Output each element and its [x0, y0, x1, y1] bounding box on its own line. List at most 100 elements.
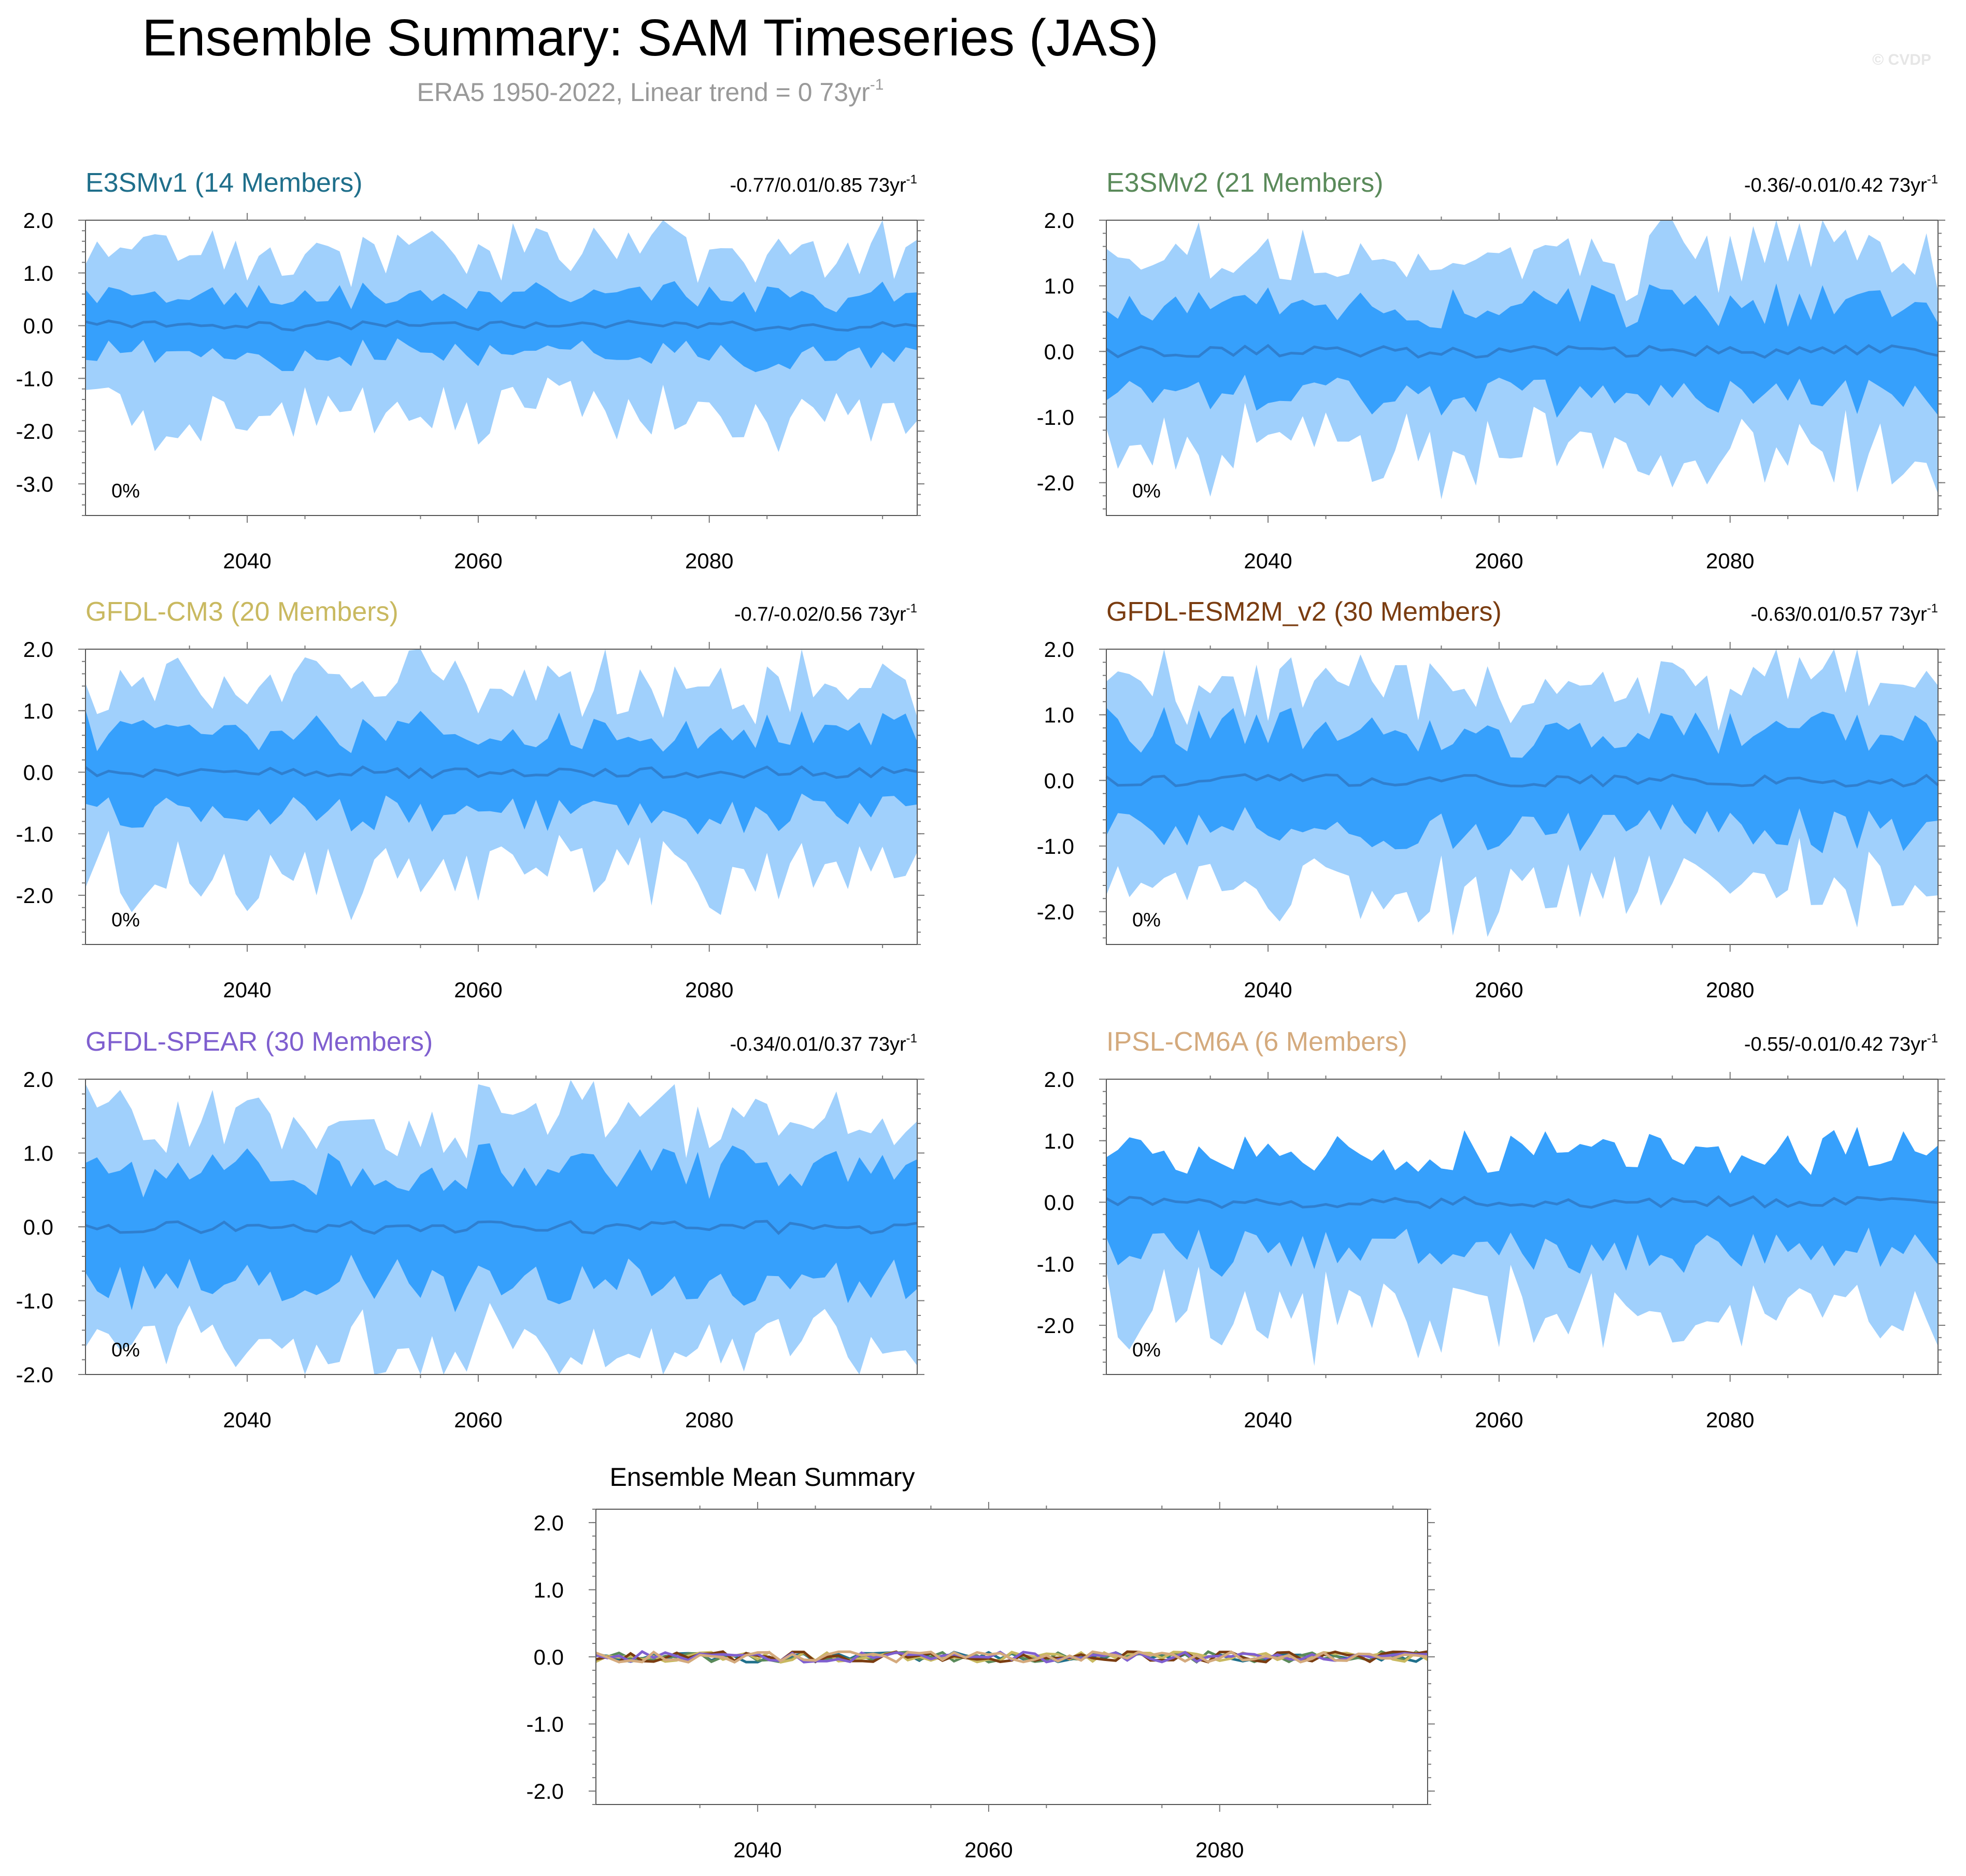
y-tick-label: -1.0	[16, 1289, 53, 1313]
y-tick-label: 0.0	[1044, 768, 1074, 793]
y-tick-label: -1.0	[526, 1712, 564, 1737]
panel-e3smv1: E3SMv1 (14 Members) -0.77/0.01/0.85 73yr-…	[16, 168, 924, 573]
plot-frame	[1106, 649, 1939, 945]
percent-label: 0%	[111, 909, 140, 931]
panel-gfdl-esm2m-v2: GFDL-ESM2M_v2 (30 Members) -0.63/0.01/0.5…	[1037, 597, 1945, 1002]
ensemble-mean-line	[1105, 1195, 1939, 1209]
panel-ipsl-cm6a: IPSL-CM6A (6 Members) -0.55/-0.01/0.42 73…	[1037, 1027, 1945, 1432]
y-tick-label: 0.0	[23, 761, 53, 785]
y-tick-label: 2.0	[1044, 637, 1074, 662]
x-tick-label: 2080	[1706, 1408, 1754, 1432]
x-tick-label: 2080	[1706, 978, 1754, 1002]
y-tick-label: 0.0	[23, 314, 53, 338]
y-tick-label: -3.0	[16, 472, 53, 496]
x-tick-label: 2060	[454, 978, 502, 1002]
inner-spread-band	[1106, 283, 1938, 418]
y-tick-label: 0.0	[23, 1215, 53, 1239]
x-tick-label: 2080	[685, 1408, 733, 1432]
trend-summary: -0.77/0.01/0.85 73yr-1	[730, 173, 917, 196]
y-tick-label: -2.0	[16, 883, 53, 908]
copyright-watermark: © CVDP	[1872, 51, 1931, 68]
y-tick-label: 1.0	[1044, 1129, 1074, 1153]
x-tick-label: 2080	[685, 978, 733, 1002]
ensemble-mean-line	[1105, 773, 1939, 788]
panel-gfdl-cm3: GFDL-CM3 (20 Members) -0.7/-0.02/0.56 73y…	[16, 597, 924, 1002]
y-tick-label: -1.0	[1037, 405, 1074, 429]
x-tick-label: 2080	[1195, 1838, 1244, 1862]
y-tick-label: 1.0	[1044, 274, 1074, 298]
ensemble-mean-line	[84, 765, 918, 780]
inner-spread-band	[86, 709, 917, 835]
ensemble-mean-line	[85, 1220, 918, 1235]
x-tick-label: 2040	[223, 549, 271, 573]
panel-title: IPSL-CM6A (6 Members)	[1106, 1027, 1407, 1057]
figure-title: Ensemble Summary: SAM Timeseries (JAS)	[142, 9, 1159, 67]
inner-spread-band	[86, 281, 917, 373]
percent-label: 0%	[1132, 909, 1161, 931]
y-tick-label: 1.0	[23, 699, 53, 723]
ensemble-mean-line	[1105, 343, 1939, 359]
y-tick-label: 2.0	[534, 1511, 564, 1535]
inner-spread-band	[1106, 1127, 1938, 1277]
percent-label: 0%	[1132, 1339, 1161, 1361]
percent-label: 0%	[111, 480, 140, 502]
series-line	[595, 1650, 1428, 1664]
panel-title: GFDL-ESM2M_v2 (30 Members)	[1106, 597, 1502, 627]
x-tick-label: 2060	[1475, 549, 1523, 573]
panel-title: E3SMv1 (14 Members)	[86, 168, 363, 198]
panel-ensemble-mean-summary: Ensemble Mean Summary 2.0 1.0 0.0 -1.0 -2.0 20…	[526, 1463, 1435, 1862]
y-tick-label: 2.0	[1044, 1067, 1074, 1092]
x-tick-label: 2060	[454, 549, 502, 573]
panel-gfdl-spear: GFDL-SPEAR (30 Members) -0.34/0.01/0.37 7…	[16, 1027, 924, 1432]
ensemble-mean-line	[85, 319, 918, 332]
trend-summary: -0.7/-0.02/0.56 73yr-1	[734, 602, 917, 625]
x-tick-label: 2040	[1244, 1408, 1292, 1432]
y-tick-label: 0.0	[1044, 339, 1074, 364]
y-tick-label: 1.0	[23, 1141, 53, 1166]
x-tick-label: 2040	[733, 1838, 781, 1862]
x-tick-label: 2080	[1706, 549, 1754, 573]
y-tick-label: 2.0	[1044, 208, 1074, 233]
y-tick-label: 0.0	[534, 1645, 564, 1669]
y-tick-label: -1.0	[1037, 834, 1074, 858]
y-tick-label: 2.0	[23, 208, 53, 233]
y-tick-label: 1.0	[534, 1578, 564, 1602]
y-tick-label: 2.0	[23, 637, 53, 662]
x-tick-label: 2040	[223, 978, 271, 1002]
y-tick-label: -2.0	[16, 1363, 53, 1387]
y-tick-label: -1.0	[16, 822, 53, 846]
trend-summary: -0.36/-0.01/0.42 73yr-1	[1744, 173, 1938, 196]
y-tick-label: -2.0	[1037, 471, 1074, 495]
y-tick-label: -2.0	[1037, 1313, 1074, 1338]
y-tick-label: 0.0	[1044, 1191, 1074, 1215]
y-tick-label: 1.0	[1044, 703, 1074, 727]
x-tick-label: 2060	[454, 1408, 502, 1432]
x-tick-label: 2060	[964, 1838, 1013, 1862]
panel-title: Ensemble Mean Summary	[609, 1463, 915, 1492]
inner-spread-band	[1106, 707, 1938, 853]
percent-label: 0%	[111, 1339, 140, 1361]
y-tick-label: 1.0	[23, 261, 53, 285]
y-tick-label: 2.0	[23, 1067, 53, 1092]
x-tick-label: 2040	[1244, 549, 1292, 573]
y-tick-label: -2.0	[16, 419, 53, 443]
trend-summary: -0.34/0.01/0.37 73yr-1	[730, 1032, 917, 1055]
y-tick-label: -1.0	[16, 366, 53, 391]
panel-title: E3SMv2 (21 Members)	[1106, 168, 1384, 198]
plot-frame	[1106, 220, 1939, 516]
inner-spread-band	[86, 1143, 917, 1312]
x-tick-label: 2060	[1475, 1408, 1523, 1432]
x-tick-label: 2040	[223, 1408, 271, 1432]
panel-title: GFDL-SPEAR (30 Members)	[86, 1027, 433, 1057]
x-tick-label: 2080	[685, 549, 733, 573]
x-tick-label: 2060	[1475, 978, 1523, 1002]
percent-label: 0%	[1132, 480, 1161, 502]
trend-summary: -0.55/-0.01/0.42 73yr-1	[1744, 1032, 1938, 1055]
panel-title: GFDL-CM3 (20 Members)	[86, 597, 398, 627]
x-tick-label: 2040	[1244, 978, 1292, 1002]
y-tick-label: -2.0	[1037, 900, 1074, 924]
trend-summary: -0.63/0.01/0.57 73yr-1	[1751, 602, 1938, 625]
figure-subtitle: ERA5 1950-2022, Linear trend = 0 73yr-1	[417, 76, 884, 107]
panel-e3smv2: E3SMv2 (21 Members) -0.36/-0.01/0.42 73yr…	[1037, 168, 1945, 573]
